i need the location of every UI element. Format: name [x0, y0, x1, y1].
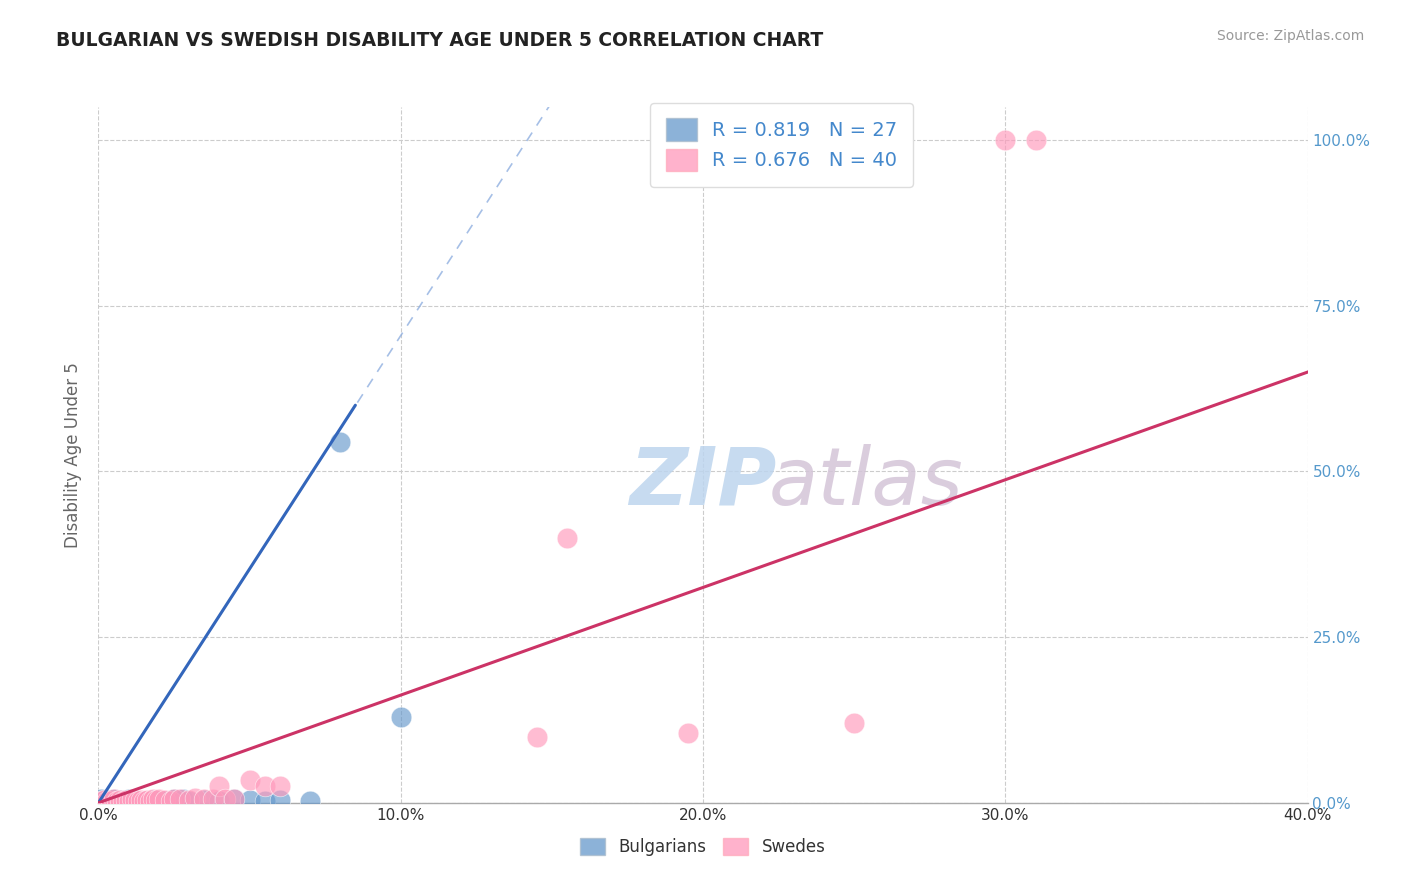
Point: [96, 793, 118, 807]
Point: [193, 792, 215, 806]
Point: [124, 793, 146, 807]
Point: [145, 793, 167, 807]
Point: [224, 792, 246, 806]
Point: [163, 792, 186, 806]
Point: [108, 793, 131, 807]
Point: [208, 794, 231, 808]
Point: [555, 531, 578, 545]
Point: [111, 794, 134, 808]
Point: [389, 709, 412, 723]
Point: [676, 726, 699, 740]
Point: [93, 794, 115, 808]
Point: [184, 791, 207, 805]
Point: [214, 792, 236, 806]
Point: [844, 716, 866, 731]
Point: [994, 133, 1017, 147]
Point: [114, 793, 136, 807]
Point: [172, 792, 194, 806]
Point: [118, 794, 141, 808]
Point: [202, 792, 225, 806]
Text: atlas: atlas: [769, 443, 963, 522]
Point: [129, 793, 152, 807]
Point: [269, 793, 291, 807]
Point: [153, 794, 176, 808]
Text: ZIP: ZIP: [630, 443, 776, 522]
Point: [269, 779, 291, 793]
Point: [169, 792, 191, 806]
Point: [111, 794, 134, 808]
Text: BULGARIAN VS SWEDISH DISABILITY AGE UNDER 5 CORRELATION CHART: BULGARIAN VS SWEDISH DISABILITY AGE UNDE…: [56, 31, 824, 50]
Point: [239, 793, 262, 807]
Point: [114, 793, 136, 807]
Point: [90, 792, 112, 806]
Point: [253, 794, 276, 808]
Point: [153, 793, 176, 807]
Point: [127, 794, 149, 808]
Point: [1024, 133, 1046, 147]
Point: [93, 793, 115, 807]
Point: [100, 795, 122, 809]
Point: [132, 794, 155, 808]
Point: [142, 793, 165, 807]
Point: [96, 794, 118, 808]
Point: [224, 792, 246, 806]
Text: Source: ZipAtlas.com: Source: ZipAtlas.com: [1216, 29, 1364, 43]
Point: [142, 792, 165, 806]
Point: [179, 794, 201, 808]
Point: [253, 779, 276, 793]
Point: [148, 795, 170, 809]
Point: [105, 794, 128, 808]
Point: [135, 793, 157, 807]
Y-axis label: Disability Age Under 5: Disability Age Under 5: [65, 362, 83, 548]
Point: [526, 730, 548, 744]
Point: [132, 794, 155, 808]
Point: [148, 792, 170, 806]
Point: [179, 793, 201, 807]
Point: [103, 792, 125, 806]
Point: [103, 792, 125, 806]
Point: [118, 792, 141, 806]
Point: [299, 794, 322, 808]
Point: [90, 794, 112, 808]
Point: [208, 779, 231, 793]
Point: [139, 794, 162, 808]
Point: [239, 772, 262, 787]
Point: [160, 794, 183, 808]
Point: [121, 792, 143, 806]
Legend: Bulgarians, Swedes: Bulgarians, Swedes: [572, 830, 834, 864]
Point: [163, 792, 186, 806]
Point: [108, 793, 131, 807]
Point: [124, 793, 146, 807]
Point: [100, 795, 122, 809]
Point: [193, 793, 215, 807]
Point: [105, 794, 128, 808]
Point: [329, 434, 352, 449]
